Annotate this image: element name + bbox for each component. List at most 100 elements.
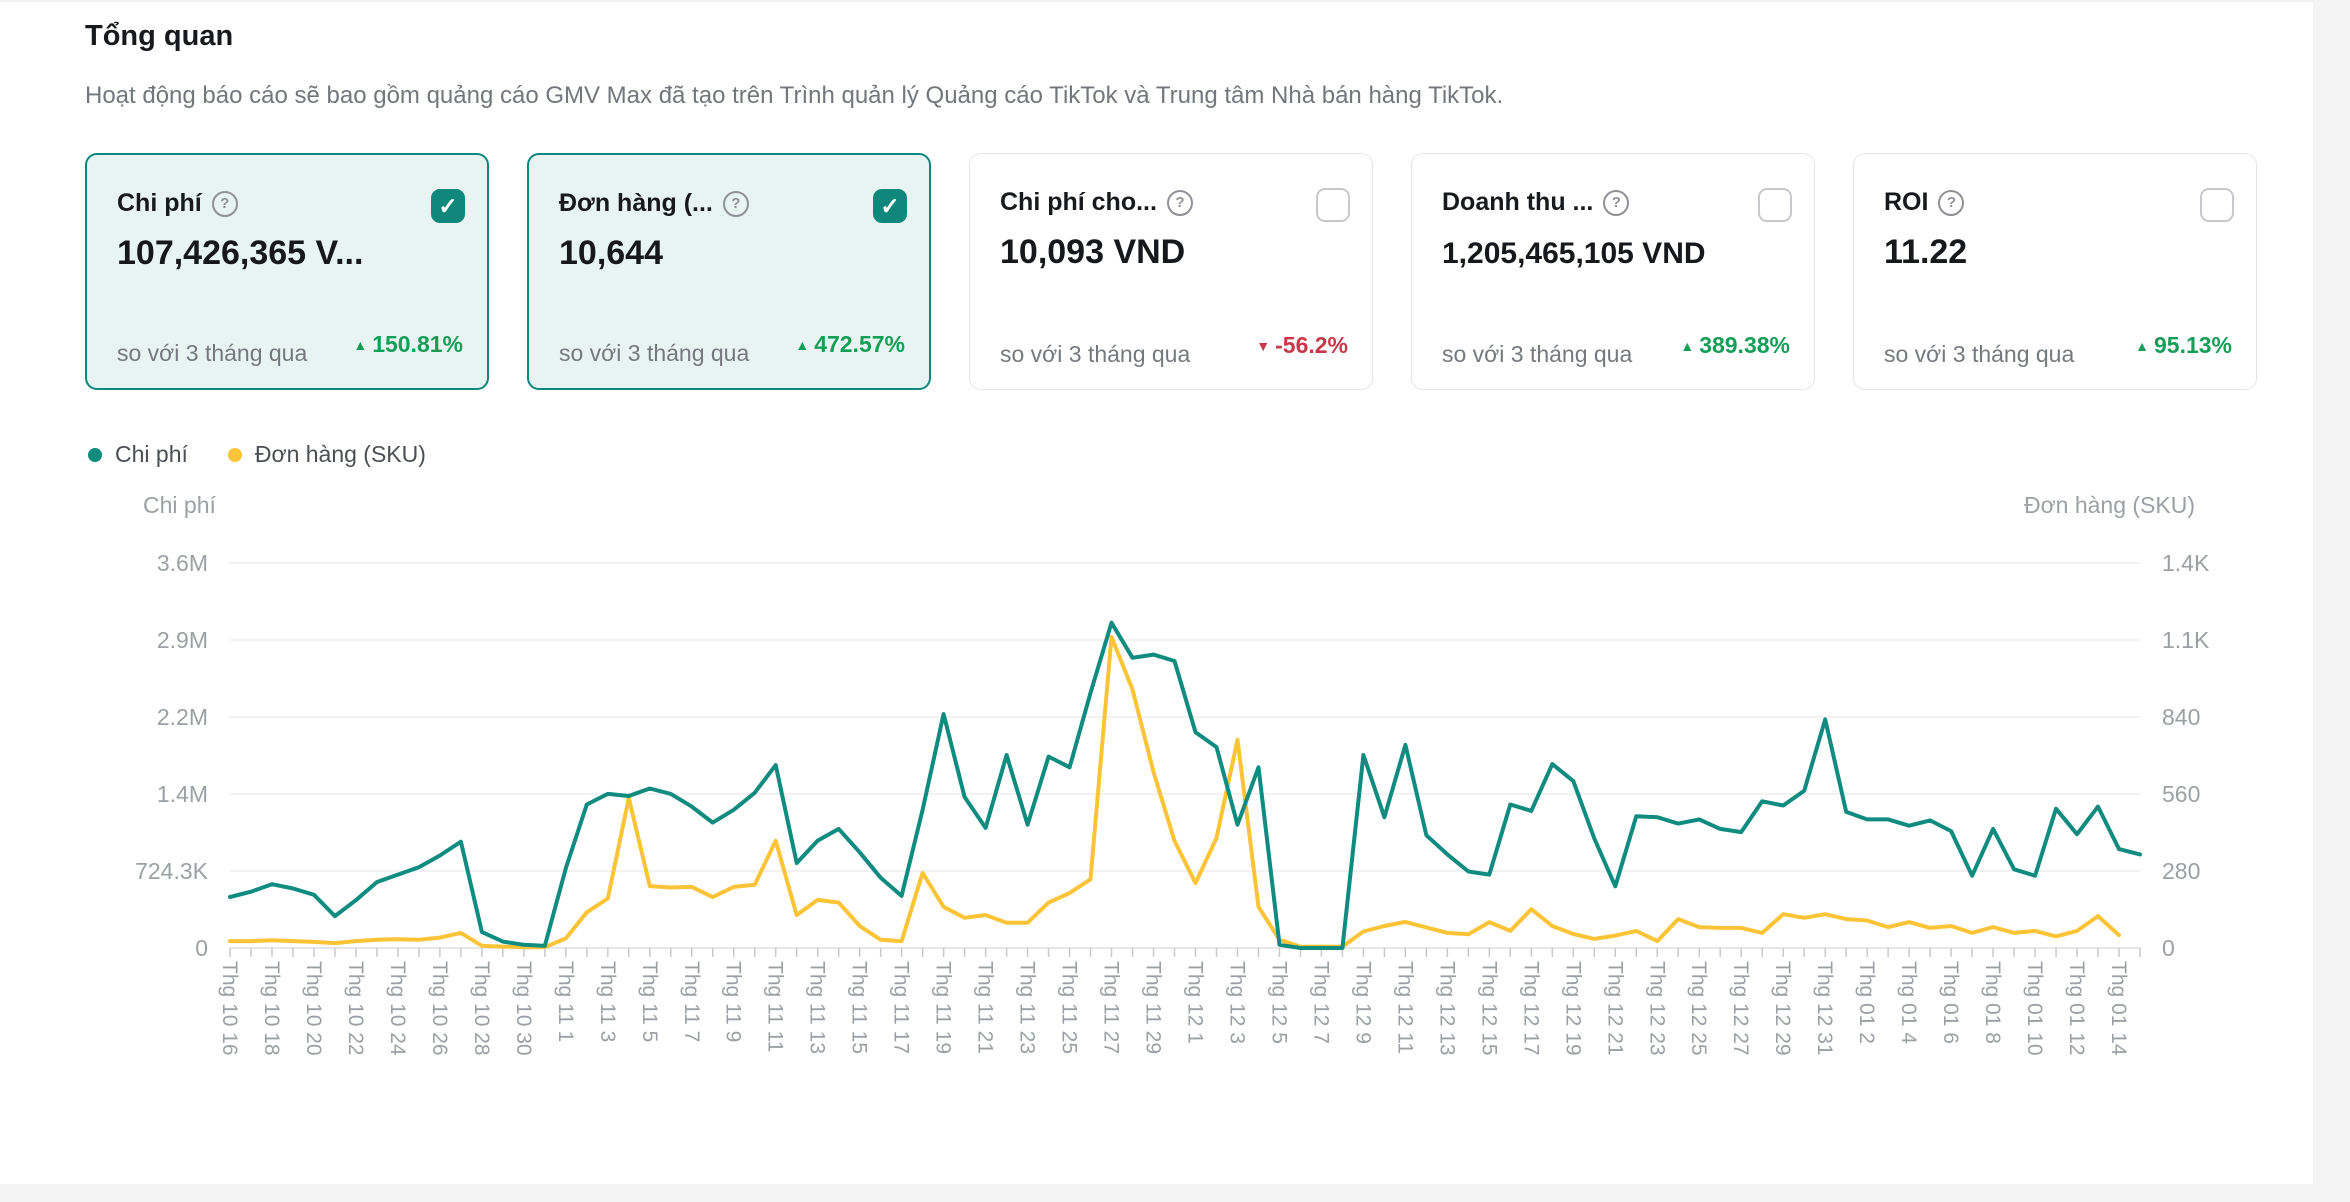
svg-text:Thg 12 5: Thg 12 5	[1267, 961, 1290, 1044]
metric-card-don-hang[interactable]: Đơn hàng (... 10,644 so với 3 tháng qua …	[527, 153, 931, 390]
help-icon[interactable]	[1603, 189, 1630, 216]
legend-label: Chi phí	[115, 441, 188, 467]
metric-label: Doanh thu ...	[1442, 188, 1594, 216]
compare-period-label: so với 3 tháng qua	[1442, 340, 1633, 367]
dual-axis-line-chart[interactable]: 3.6M 1.4K 2.9M 1.1K 2.2M 840 1.4M 560 724.3K 280 0…	[60, 530, 2290, 1180]
compare-period-label: so với 3 tháng qua	[1884, 340, 2075, 367]
svg-text:Thg 11 9: Thg 11 9	[722, 961, 745, 1042]
svg-text:Thg 01 12: Thg 01 12	[2065, 961, 2088, 1056]
delta-badge: 150.81%	[353, 331, 463, 358]
metric-label: Chi phí	[117, 189, 202, 217]
metric-card-chi-phi-cho[interactable]: Chi phí cho... 10,093 VND so với 3 tháng…	[969, 153, 1373, 390]
svg-text:Thg 01 4: Thg 01 4	[1897, 961, 1920, 1044]
metric-checkbox[interactable]	[873, 189, 907, 223]
svg-text:Thg 11 13: Thg 11 13	[806, 961, 829, 1054]
svg-text:Thg 01 8: Thg 01 8	[1981, 961, 2004, 1044]
svg-text:Thg 10 22: Thg 10 22	[344, 961, 367, 1056]
trend-up-icon	[2135, 332, 2149, 359]
svg-text:Thg 10 16: Thg 10 16	[218, 961, 241, 1056]
svg-text:Thg 10 18: Thg 10 18	[260, 961, 283, 1056]
delta-value: -56.2%	[1275, 332, 1348, 358]
metric-checkbox[interactable]	[1316, 188, 1350, 222]
delta-value: 389.38%	[1699, 332, 1790, 358]
delta-value: 472.57%	[814, 331, 905, 357]
svg-text:1.4K: 1.4K	[2162, 550, 2210, 576]
svg-text:Thg 10 20: Thg 10 20	[302, 961, 325, 1056]
metric-compare-row: so với 3 tháng qua 150.81%	[117, 331, 463, 370]
metric-checkbox[interactable]	[2200, 188, 2234, 222]
help-icon[interactable]	[211, 190, 238, 217]
svg-text:Thg 11 23: Thg 11 23	[1016, 961, 1039, 1054]
legend-label: Đơn hàng (SKU)	[254, 441, 426, 467]
delta-badge: -56.2%	[1256, 332, 1348, 359]
svg-text:Thg 11 5: Thg 11 5	[638, 961, 661, 1042]
svg-text:Thg 11 27: Thg 11 27	[1100, 961, 1123, 1054]
svg-text:Thg 10 28: Thg 10 28	[470, 961, 493, 1056]
svg-text:1.1K: 1.1K	[2162, 627, 2210, 653]
page-subtitle: Hoạt động báo cáo sẽ bao gồm quảng cáo G…	[85, 82, 1504, 109]
help-icon[interactable]	[722, 190, 749, 217]
trend-up-icon	[353, 331, 367, 358]
teal-dot-icon	[88, 447, 102, 462]
compare-period-label: so với 3 tháng qua	[117, 339, 308, 366]
delta-badge: 95.13%	[2135, 332, 2232, 359]
metric-value: 1,205,465,105 VND	[1442, 237, 1706, 270]
metric-compare-row: so với 3 tháng qua -56.2%	[1000, 332, 1348, 371]
metric-card-header: ROI	[1884, 188, 2234, 222]
compare-period-label: so với 3 tháng qua	[559, 339, 750, 366]
metric-card-header: Chi phí	[117, 189, 465, 223]
svg-text:Thg 11 19: Thg 11 19	[932, 961, 955, 1054]
legend-item-chi-phi[interactable]: Chi phí	[88, 441, 188, 468]
metric-compare-row: so với 3 tháng qua 472.57%	[559, 331, 905, 370]
metric-checkbox[interactable]	[431, 189, 465, 223]
page-title: Tổng quan	[85, 20, 234, 52]
metric-label: Chi phí cho...	[1000, 188, 1157, 216]
svg-text:Thg 12 23: Thg 12 23	[1645, 961, 1668, 1056]
metric-value: 11.22	[1884, 233, 1968, 271]
svg-text:Thg 10 24: Thg 10 24	[386, 961, 409, 1056]
svg-text:Thg 11 15: Thg 11 15	[848, 961, 871, 1054]
metric-compare-row: so với 3 tháng qua 95.13%	[1884, 332, 2232, 371]
svg-text:Thg 11 11: Thg 11 11	[764, 961, 787, 1052]
svg-text:0: 0	[195, 935, 208, 961]
svg-text:724.3K: 724.3K	[135, 858, 209, 884]
help-icon[interactable]	[1938, 189, 1965, 216]
delta-badge: 389.38%	[1680, 332, 1790, 359]
metric-compare-row: so với 3 tháng qua 389.38%	[1442, 332, 1790, 371]
compare-period-label: so với 3 tháng qua	[1000, 340, 1191, 367]
svg-text:Thg 11 17: Thg 11 17	[890, 961, 913, 1054]
metric-card-header: Chi phí cho...	[1000, 188, 1350, 222]
svg-text:2.9M: 2.9M	[157, 627, 208, 653]
page-background-band-bottom	[0, 1184, 2350, 1202]
metric-value: 10,093 VND	[1000, 233, 1186, 271]
svg-text:Thg 12 3: Thg 12 3	[1225, 961, 1248, 1044]
svg-text:Thg 12 21: Thg 12 21	[1603, 961, 1626, 1056]
trend-up-icon	[795, 331, 809, 358]
svg-text:Thg 12 13: Thg 12 13	[1435, 961, 1458, 1056]
help-icon[interactable]	[1166, 189, 1193, 216]
svg-text:Thg 12 27: Thg 12 27	[1729, 961, 1752, 1056]
svg-text:Thg 01 2: Thg 01 2	[1855, 961, 1878, 1044]
svg-text:Thg 12 9: Thg 12 9	[1351, 961, 1374, 1044]
svg-text:Thg 10 30: Thg 10 30	[512, 961, 535, 1056]
svg-text:280: 280	[2162, 858, 2200, 884]
svg-text:Thg 01 6: Thg 01 6	[1939, 961, 1962, 1044]
svg-text:560: 560	[2162, 781, 2200, 807]
delta-badge: 472.57%	[795, 331, 905, 358]
metric-card-roi[interactable]: ROI 11.22 so với 3 tháng qua 95.13%	[1853, 153, 2257, 390]
top-divider	[0, 0, 2350, 2]
metric-card-header: Doanh thu ...	[1442, 188, 1792, 222]
svg-text:Thg 11 3: Thg 11 3	[596, 961, 619, 1042]
metric-card-doanh-thu[interactable]: Doanh thu ... 1,205,465,105 VND so với 3…	[1411, 153, 1815, 390]
metric-label: ROI	[1884, 188, 1929, 216]
metric-checkbox[interactable]	[1758, 188, 1792, 222]
svg-text:Thg 10 26: Thg 10 26	[428, 961, 451, 1056]
svg-text:Thg 12 17: Thg 12 17	[1519, 961, 1542, 1056]
legend-item-don-hang-sku[interactable]: Đơn hàng (SKU)	[227, 441, 426, 468]
svg-text:Thg 12 7: Thg 12 7	[1309, 961, 1332, 1044]
page-background-band	[2313, 0, 2350, 1202]
svg-text:Thg 01 10: Thg 01 10	[2023, 961, 2046, 1056]
metric-card-chi-phi[interactable]: Chi phí 107,426,365 V... so với 3 tháng …	[85, 153, 489, 390]
left-axis-title: Chi phí	[143, 492, 216, 518]
